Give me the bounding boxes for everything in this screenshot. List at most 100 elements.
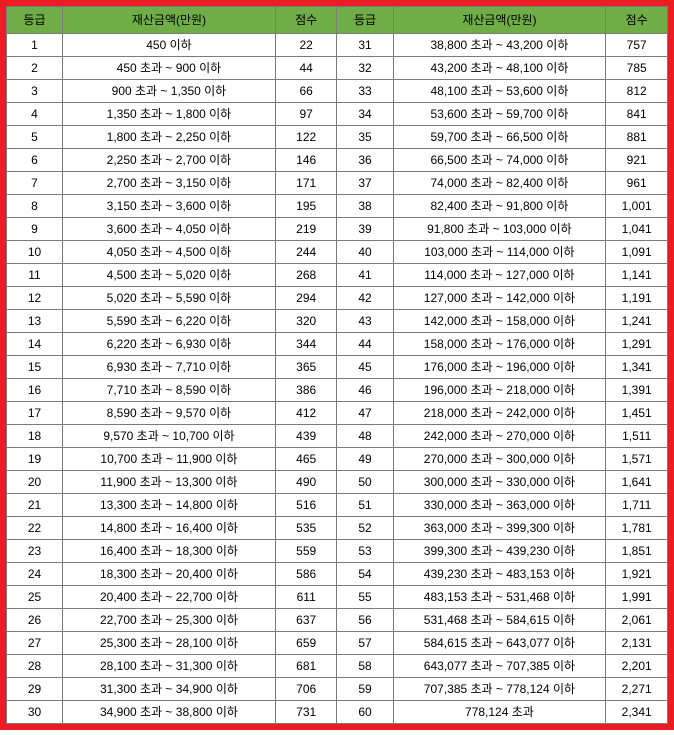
cell-a1: 900 초과 ~ 1,350 이하 <box>63 80 276 103</box>
cell-g2: 43 <box>337 310 393 333</box>
cell-s1: 97 <box>275 103 337 126</box>
cell-a1: 9,570 초과 ~ 10,700 이하 <box>63 425 276 448</box>
cell-a2: 91,800 초과 ~ 103,000 이하 <box>393 218 606 241</box>
cell-g2: 56 <box>337 609 393 632</box>
cell-s2: 1,921 <box>606 563 668 586</box>
cell-s1: 195 <box>275 195 337 218</box>
cell-a2: 48,100 초과 ~ 53,600 이하 <box>393 80 606 103</box>
cell-a2: 66,500 초과 ~ 74,000 이하 <box>393 149 606 172</box>
cell-s1: 731 <box>275 701 337 724</box>
cell-s2: 812 <box>606 80 668 103</box>
cell-g1: 20 <box>7 471 63 494</box>
cell-g2: 57 <box>337 632 393 655</box>
table-row: 2214,800 초과 ~ 16,400 이하53552363,000 초과 ~… <box>7 517 668 540</box>
cell-a2: 707,385 초과 ~ 778,124 이하 <box>393 678 606 701</box>
cell-s1: 244 <box>275 241 337 264</box>
table-row: 41,350 초과 ~ 1,800 이하973453,600 초과 ~ 59,7… <box>7 103 668 126</box>
cell-g2: 49 <box>337 448 393 471</box>
cell-a1: 6,930 초과 ~ 7,710 이하 <box>63 356 276 379</box>
cell-g1: 22 <box>7 517 63 540</box>
cell-g1: 19 <box>7 448 63 471</box>
cell-s2: 2,131 <box>606 632 668 655</box>
cell-a2: 483,153 초과 ~ 531,468 이하 <box>393 586 606 609</box>
cell-s2: 1,291 <box>606 333 668 356</box>
cell-a1: 450 초과 ~ 900 이하 <box>63 57 276 80</box>
cell-a2: 399,300 초과 ~ 439,230 이하 <box>393 540 606 563</box>
cell-g2: 54 <box>337 563 393 586</box>
cell-g1: 12 <box>7 287 63 310</box>
cell-s1: 146 <box>275 149 337 172</box>
cell-a1: 13,300 초과 ~ 14,800 이하 <box>63 494 276 517</box>
cell-s1: 365 <box>275 356 337 379</box>
cell-a2: 196,000 초과 ~ 218,000 이하 <box>393 379 606 402</box>
cell-a1: 11,900 초과 ~ 13,300 이하 <box>63 471 276 494</box>
cell-s1: 171 <box>275 172 337 195</box>
table-row: 2520,400 초과 ~ 22,700 이하61155483,153 초과 ~… <box>7 586 668 609</box>
cell-s2: 841 <box>606 103 668 126</box>
cell-a2: 531,468 초과 ~ 584,615 이하 <box>393 609 606 632</box>
cell-g2: 50 <box>337 471 393 494</box>
cell-a2: 127,000 초과 ~ 142,000 이하 <box>393 287 606 310</box>
cell-s2: 1,851 <box>606 540 668 563</box>
cell-s1: 386 <box>275 379 337 402</box>
cell-s1: 439 <box>275 425 337 448</box>
cell-a2: 38,800 초과 ~ 43,200 이하 <box>393 34 606 57</box>
cell-g1: 10 <box>7 241 63 264</box>
cell-s1: 66 <box>275 80 337 103</box>
cell-g1: 29 <box>7 678 63 701</box>
header-score-2: 점수 <box>606 7 668 34</box>
table-row: 104,050 초과 ~ 4,500 이하24440103,000 초과 ~ 1… <box>7 241 668 264</box>
cell-g1: 21 <box>7 494 63 517</box>
cell-g2: 40 <box>337 241 393 264</box>
table-row: 2622,700 초과 ~ 25,300 이하63756531,468 초과 ~… <box>7 609 668 632</box>
cell-g2: 31 <box>337 34 393 57</box>
cell-s1: 219 <box>275 218 337 241</box>
cell-g2: 32 <box>337 57 393 80</box>
cell-a1: 28,100 초과 ~ 31,300 이하 <box>63 655 276 678</box>
cell-g2: 42 <box>337 287 393 310</box>
cell-s1: 681 <box>275 655 337 678</box>
cell-g1: 3 <box>7 80 63 103</box>
cell-a2: 158,000 초과 ~ 176,000 이하 <box>393 333 606 356</box>
cell-g1: 30 <box>7 701 63 724</box>
cell-s2: 2,201 <box>606 655 668 678</box>
cell-g2: 44 <box>337 333 393 356</box>
cell-s2: 1,781 <box>606 517 668 540</box>
cell-a1: 16,400 초과 ~ 18,300 이하 <box>63 540 276 563</box>
cell-s1: 22 <box>275 34 337 57</box>
cell-s2: 921 <box>606 149 668 172</box>
cell-g1: 28 <box>7 655 63 678</box>
cell-g1: 8 <box>7 195 63 218</box>
table-row: 2011,900 초과 ~ 13,300 이하49050300,000 초과 ~… <box>7 471 668 494</box>
cell-g2: 60 <box>337 701 393 724</box>
cell-s2: 1,241 <box>606 310 668 333</box>
cell-g2: 52 <box>337 517 393 540</box>
cell-g1: 15 <box>7 356 63 379</box>
cell-a2: 300,000 초과 ~ 330,000 이하 <box>393 471 606 494</box>
table-row: 146,220 초과 ~ 6,930 이하34444158,000 초과 ~ 1… <box>7 333 668 356</box>
table-row: 114,500 초과 ~ 5,020 이하26841114,000 초과 ~ 1… <box>7 264 668 287</box>
cell-g1: 6 <box>7 149 63 172</box>
cell-a1: 2,250 초과 ~ 2,700 이하 <box>63 149 276 172</box>
cell-g2: 39 <box>337 218 393 241</box>
cell-g1: 2 <box>7 57 63 80</box>
cell-g2: 38 <box>337 195 393 218</box>
cell-s2: 1,571 <box>606 448 668 471</box>
cell-g2: 48 <box>337 425 393 448</box>
cell-g2: 36 <box>337 149 393 172</box>
table-row: 3034,900 초과 ~ 38,800 이하73160778,124 초과2,… <box>7 701 668 724</box>
cell-a1: 20,400 초과 ~ 22,700 이하 <box>63 586 276 609</box>
cell-g2: 45 <box>337 356 393 379</box>
header-grade-2: 등급 <box>337 7 393 34</box>
table-row: 2725,300 초과 ~ 28,100 이하65957584,615 초과 ~… <box>7 632 668 655</box>
cell-s2: 1,711 <box>606 494 668 517</box>
cell-a2: 270,000 초과 ~ 300,000 이하 <box>393 448 606 471</box>
cell-g1: 27 <box>7 632 63 655</box>
cell-a1: 1,800 초과 ~ 2,250 이하 <box>63 126 276 149</box>
cell-s2: 1,041 <box>606 218 668 241</box>
cell-s2: 1,451 <box>606 402 668 425</box>
header-amount-2: 재산금액(만원) <box>393 7 606 34</box>
cell-a1: 25,300 초과 ~ 28,100 이하 <box>63 632 276 655</box>
cell-g1: 13 <box>7 310 63 333</box>
table-row: 135,590 초과 ~ 6,220 이하32043142,000 초과 ~ 1… <box>7 310 668 333</box>
